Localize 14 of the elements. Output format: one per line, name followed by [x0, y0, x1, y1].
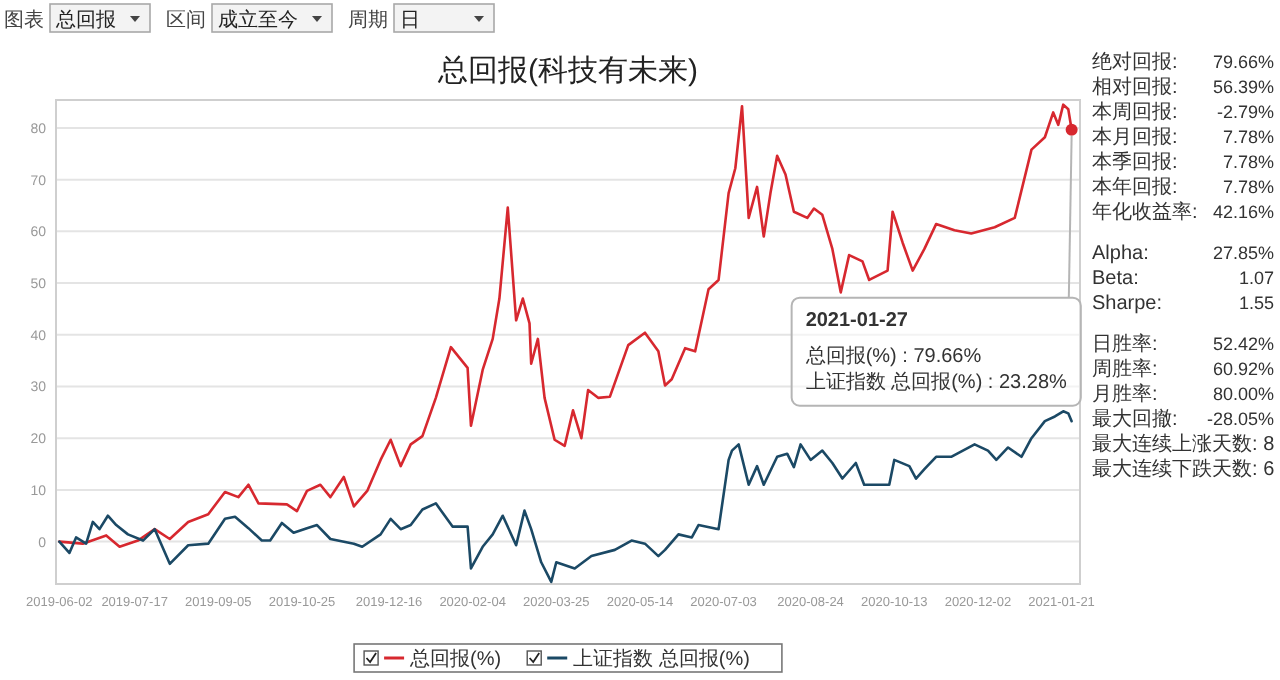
text: 区间	[166, 8, 206, 32]
line-series	[58, 410, 1073, 584]
text: 周期	[348, 8, 388, 32]
text: 日	[400, 10, 420, 32]
text: 日胜率: 52.42% 周胜率: 60.92% 月胜率: 80.00% 最大回撤: -28.05% 最大连续上涨天数: 8 最大连续下跌天数: 6	[1092, 334, 1275, 481]
text: 图表	[4, 8, 44, 32]
text: 总回报	[54, 8, 116, 32]
chart-title: 总回报(科技有未来)	[436, 54, 698, 88]
text: 绝对回报: 79.66% 相对回报: 56.39% 本周回报: -2.79% 本月回报: 7.78% 本季回报: 7.78% 本年回报: 7.78% 年化收益率: 42.16%	[1092, 52, 1274, 224]
text: Alpha: 27.85% Beta: 1.07 Sharpe: 1.55	[1092, 243, 1274, 315]
text: 成立至今	[218, 8, 298, 32]
annotation: 2021-01-27 总回报(%) : 79.66% 上证指数 总回报(%) : 23.28%	[803, 309, 1068, 394]
legend-label: 总回报(%)	[408, 647, 502, 671]
legend-label: 上证指数 总回报(%)	[573, 647, 750, 671]
